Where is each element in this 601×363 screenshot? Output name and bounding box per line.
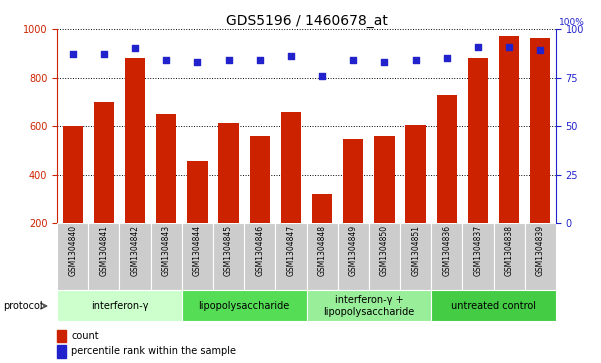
Point: [68, 52, 78, 57]
Text: GSM1304851: GSM1304851: [411, 225, 420, 276]
Text: interferon-γ: interferon-γ: [91, 301, 148, 311]
Bar: [400, 223, 432, 290]
Bar: [374, 136, 395, 223]
Bar: [88, 223, 120, 290]
Bar: [525, 223, 556, 290]
Point: [411, 57, 421, 63]
Bar: [94, 102, 114, 223]
Bar: [120, 223, 151, 290]
Text: GSM1304838: GSM1304838: [505, 225, 514, 276]
Point: [504, 44, 514, 49]
Point: [130, 45, 140, 51]
Text: GSM1304846: GSM1304846: [255, 225, 264, 276]
Point: [349, 57, 358, 63]
Point: [99, 52, 109, 57]
Text: GSM1304840: GSM1304840: [68, 225, 77, 276]
Bar: [343, 139, 364, 223]
Point: [162, 57, 171, 63]
Text: GSM1304848: GSM1304848: [317, 225, 326, 276]
Text: interferon-γ +
lipopolysaccharide: interferon-γ + lipopolysaccharide: [323, 295, 415, 317]
Text: untreated control: untreated control: [451, 301, 536, 311]
Text: GSM1304843: GSM1304843: [162, 225, 171, 276]
Point: [442, 55, 451, 61]
Bar: [57, 290, 182, 321]
Point: [224, 57, 233, 63]
Bar: [188, 161, 207, 223]
Text: GSM1304847: GSM1304847: [287, 225, 296, 276]
Bar: [182, 223, 213, 290]
Bar: [57, 330, 66, 342]
Text: GSM1304845: GSM1304845: [224, 225, 233, 276]
Bar: [156, 114, 176, 223]
Bar: [468, 58, 488, 223]
Bar: [182, 290, 307, 321]
Bar: [406, 125, 426, 223]
Text: GSM1304837: GSM1304837: [474, 225, 483, 276]
Bar: [437, 95, 457, 223]
Point: [535, 48, 545, 53]
Bar: [462, 223, 493, 290]
Bar: [338, 223, 369, 290]
Bar: [369, 223, 400, 290]
Text: lipopolysaccharide: lipopolysaccharide: [198, 301, 290, 311]
Point: [317, 73, 327, 78]
Bar: [57, 223, 88, 290]
Text: percentile rank within the sample: percentile rank within the sample: [71, 346, 236, 356]
Bar: [57, 345, 66, 358]
Text: count: count: [71, 331, 99, 341]
Bar: [275, 223, 307, 290]
Title: GDS5196 / 1460678_at: GDS5196 / 1460678_at: [225, 14, 388, 28]
Bar: [281, 111, 301, 223]
Bar: [125, 58, 145, 223]
Text: GSM1304841: GSM1304841: [99, 225, 108, 276]
Point: [192, 59, 202, 65]
Bar: [307, 223, 338, 290]
Point: [286, 53, 296, 59]
Bar: [213, 223, 244, 290]
Bar: [499, 36, 519, 223]
Point: [255, 57, 264, 63]
Bar: [432, 223, 462, 290]
Text: GSM1304842: GSM1304842: [130, 225, 139, 276]
Text: GSM1304836: GSM1304836: [442, 225, 451, 276]
Bar: [312, 194, 332, 223]
Bar: [63, 126, 83, 223]
Text: GSM1304849: GSM1304849: [349, 225, 358, 276]
Bar: [249, 136, 270, 223]
Point: [473, 44, 483, 49]
Bar: [432, 290, 556, 321]
Text: GSM1304839: GSM1304839: [536, 225, 545, 276]
Bar: [151, 223, 182, 290]
Bar: [244, 223, 275, 290]
Point: [380, 59, 389, 65]
Text: 100%: 100%: [559, 18, 585, 27]
Bar: [493, 223, 525, 290]
Bar: [530, 37, 551, 223]
Bar: [307, 290, 432, 321]
Text: GSM1304850: GSM1304850: [380, 225, 389, 276]
Bar: [218, 122, 239, 223]
Text: GSM1304844: GSM1304844: [193, 225, 202, 276]
Text: protocol: protocol: [3, 301, 43, 311]
